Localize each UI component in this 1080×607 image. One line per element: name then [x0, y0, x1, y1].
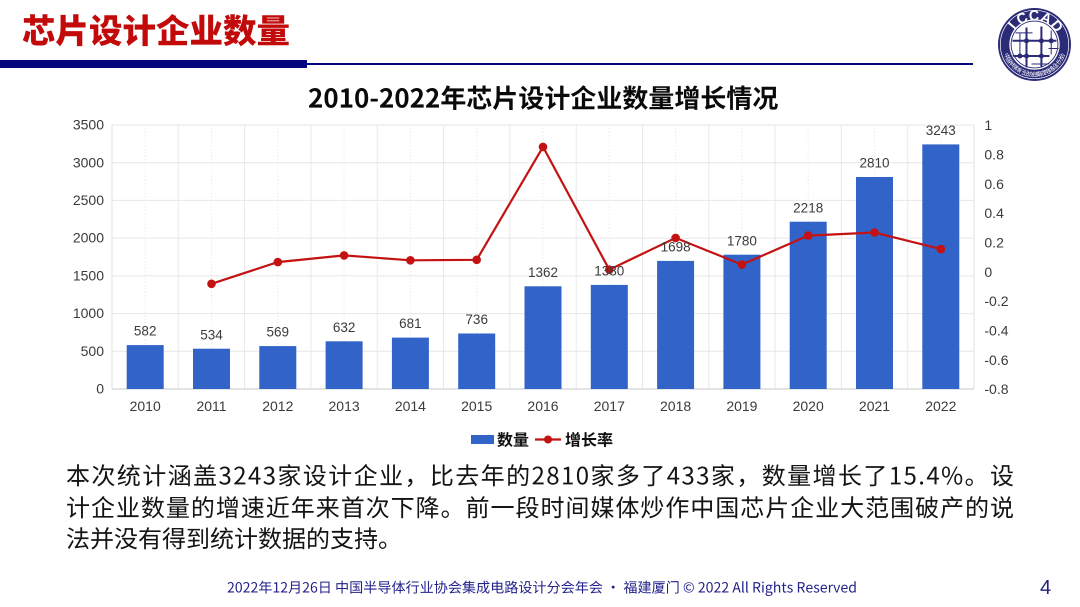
svg-text:1000: 1000 — [73, 305, 104, 321]
svg-text:500: 500 — [81, 343, 105, 359]
svg-text:736: 736 — [465, 312, 488, 327]
svg-text:0.4: 0.4 — [984, 205, 1004, 221]
svg-text:582: 582 — [134, 324, 157, 339]
svg-text:2020: 2020 — [793, 398, 824, 414]
svg-text:1362: 1362 — [528, 265, 558, 280]
svg-text:-0.4: -0.4 — [984, 323, 1008, 339]
svg-text:0.8: 0.8 — [984, 147, 1004, 163]
svg-text:2500: 2500 — [73, 192, 104, 208]
svg-text:-0.8: -0.8 — [984, 381, 1008, 397]
svg-text:2016: 2016 — [527, 398, 558, 414]
svg-text:2014: 2014 — [395, 398, 426, 414]
svg-text:2010: 2010 — [130, 398, 161, 414]
svg-text:0.2: 0.2 — [984, 235, 1004, 251]
svg-text:2218: 2218 — [793, 200, 823, 215]
svg-text:1: 1 — [984, 117, 992, 133]
svg-text:-0.2: -0.2 — [984, 293, 1008, 309]
svg-text:2022: 2022 — [925, 398, 956, 414]
svg-text:2810: 2810 — [859, 156, 889, 171]
svg-text:2015: 2015 — [461, 398, 492, 414]
svg-text:0: 0 — [96, 381, 104, 397]
svg-text:2021: 2021 — [859, 398, 890, 414]
svg-text:0: 0 — [984, 264, 992, 280]
svg-text:2000: 2000 — [73, 230, 104, 246]
svg-text:2018: 2018 — [660, 398, 691, 414]
svg-text:3500: 3500 — [73, 117, 104, 133]
svg-text:681: 681 — [399, 316, 422, 331]
svg-text:2017: 2017 — [594, 398, 625, 414]
svg-text:632: 632 — [333, 320, 356, 335]
svg-text:534: 534 — [200, 327, 223, 342]
svg-text:1380: 1380 — [594, 264, 624, 279]
svg-text:2013: 2013 — [329, 398, 360, 414]
svg-text:0.6: 0.6 — [984, 176, 1004, 192]
svg-text:1698: 1698 — [661, 240, 691, 255]
svg-text:2011: 2011 — [196, 398, 226, 414]
svg-text:2019: 2019 — [726, 398, 757, 414]
svg-text:569: 569 — [267, 325, 290, 340]
svg-text:3243: 3243 — [926, 123, 956, 138]
svg-text:1500: 1500 — [73, 268, 104, 284]
svg-text:2012: 2012 — [262, 398, 293, 414]
svg-text:-0.6: -0.6 — [984, 352, 1008, 368]
svg-text:3000: 3000 — [73, 154, 104, 170]
svg-text:1780: 1780 — [727, 233, 757, 248]
